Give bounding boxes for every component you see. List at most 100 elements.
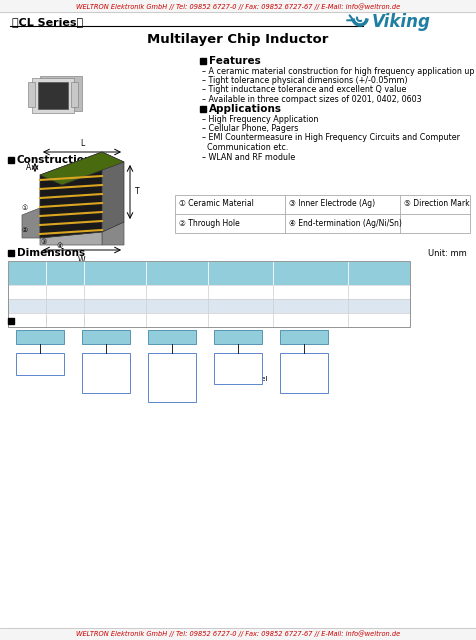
Bar: [28, 82, 35, 107]
Bar: [146, 299, 208, 313]
Text: 39N: 39nH: 39N: 39nH: [283, 376, 322, 383]
Text: 1.0±0.10: 1.0±0.10: [98, 303, 131, 309]
Bar: [272, 285, 347, 299]
Bar: [46, 313, 84, 327]
Text: 0.28: 0.28: [370, 289, 386, 295]
Bar: [8, 261, 409, 327]
Text: 03: 0603: 03: 0603: [86, 385, 118, 392]
Text: 0.5±0.10: 0.5±0.10: [223, 303, 257, 309]
Bar: [0, 0, 476, 12]
Text: L: L: [112, 270, 117, 276]
Text: A: A: [26, 163, 31, 172]
Bar: [84, 261, 146, 285]
Bar: [208, 299, 272, 313]
Text: 0.3±0.03: 0.3±0.03: [160, 289, 193, 295]
Polygon shape: [40, 152, 102, 238]
Text: CL03: CL03: [18, 317, 36, 323]
Text: Product
Type: Product Type: [23, 355, 57, 374]
Text: ③ Inner Electrode (Ag): ③ Inner Electrode (Ag): [288, 200, 374, 209]
Text: – WLAN and RF module: – WLAN and RF module: [201, 152, 295, 161]
Bar: [8, 299, 46, 313]
Text: T: T: [234, 332, 241, 342]
Text: – Tight tolerance physical dimensions (+/-0.05mm): – Tight tolerance physical dimensions (+…: [201, 76, 407, 85]
Bar: [347, 285, 409, 299]
Bar: [46, 261, 84, 285]
Bar: [199, 106, 206, 112]
Text: ⑤ Direction Mark: ⑤ Direction Mark: [403, 200, 469, 209]
Bar: [208, 285, 272, 299]
Text: Weight
(g)
(100pcs): Weight (g) (100pcs): [360, 263, 396, 283]
Bar: [175, 195, 469, 233]
Text: 0.1 / 0.3: 0.1 / 0.3: [295, 303, 325, 309]
Text: 0.8±0.15: 0.8±0.15: [223, 317, 257, 323]
Text: 0.5±0.10: 0.5±0.10: [160, 303, 193, 309]
Text: J: ±5%: J: ±5%: [152, 376, 176, 383]
Text: ② Through Hole: ② Through Hole: [178, 218, 239, 227]
Bar: [279, 353, 327, 393]
Text: WELTRON Elektronik GmbH // Tel: 09852 6727-0 // Fax: 09852 6727-67 // E-Mail: in: WELTRON Elektronik GmbH // Tel: 09852 67…: [76, 4, 399, 10]
Text: T: T: [135, 188, 139, 196]
Bar: [208, 261, 272, 285]
Polygon shape: [40, 180, 102, 209]
Bar: [8, 157, 14, 163]
Text: CL01: CL01: [18, 289, 36, 295]
Bar: [38, 82, 68, 109]
Bar: [46, 285, 84, 299]
Text: J: J: [170, 332, 173, 342]
Text: Inductance
Tolerance: Inductance Tolerance: [148, 355, 196, 374]
Text: 3.47: 3.47: [370, 317, 386, 323]
Text: 0402: 0402: [56, 303, 74, 309]
Text: R10: 100nH: R10: 100nH: [283, 385, 326, 392]
Polygon shape: [40, 160, 102, 189]
Text: 0.98: 0.98: [370, 303, 386, 309]
Text: – Tight inductance tolerance and excellent Q value: – Tight inductance tolerance and excelle…: [201, 86, 406, 95]
Bar: [84, 285, 146, 299]
Bar: [82, 330, 130, 344]
Polygon shape: [40, 165, 102, 194]
Text: 1N0: 1.0nH: 1N0: 1.0nH: [283, 367, 324, 374]
Text: WELTRON Elektronik GmbH // Tel: 09852 6727-0 // Fax: 09852 6727-67 // E-Mail: in: WELTRON Elektronik GmbH // Tel: 09852 67…: [76, 630, 399, 637]
Bar: [272, 313, 347, 327]
Bar: [82, 353, 130, 393]
Bar: [84, 299, 146, 313]
Bar: [146, 285, 208, 299]
Text: 0.33 max.: 0.33 max.: [222, 289, 258, 295]
Text: ①: ①: [22, 205, 28, 211]
Polygon shape: [40, 185, 102, 214]
Bar: [214, 330, 261, 344]
Text: T: Taping Reel: T: Taping Reel: [218, 376, 267, 383]
Bar: [272, 261, 347, 285]
Bar: [347, 313, 409, 327]
Text: – Available in three compact sizes of 0201, 0402, 0603: – Available in three compact sizes of 02…: [201, 95, 421, 104]
Bar: [8, 261, 46, 285]
Text: Packaging
Code: Packaging Code: [215, 355, 260, 374]
Bar: [16, 353, 64, 375]
Text: – EMI Countermeasure in High Frequency Circuits and Computer: – EMI Countermeasure in High Frequency C…: [201, 134, 459, 143]
Text: CL: CL: [33, 332, 47, 342]
Bar: [214, 353, 261, 384]
Bar: [146, 261, 208, 285]
Text: 10N: 10N: [293, 332, 314, 342]
Bar: [71, 82, 78, 107]
Text: 02: 0402: 02: 0402: [86, 376, 118, 383]
Bar: [148, 353, 196, 402]
Polygon shape: [22, 208, 40, 238]
Text: ④: ④: [57, 243, 63, 249]
Bar: [208, 313, 272, 327]
Bar: [32, 78, 74, 113]
Text: Unit: mm: Unit: mm: [427, 248, 466, 257]
Text: Type: Type: [18, 270, 37, 276]
Text: W: W: [173, 270, 180, 276]
Bar: [279, 330, 327, 344]
Text: Features: Features: [208, 56, 260, 66]
Polygon shape: [102, 152, 124, 232]
Text: Dimensions: Dimensions: [81, 355, 131, 364]
Bar: [46, 299, 84, 313]
Text: 0.1 / 0.2: 0.1 / 0.2: [295, 289, 325, 295]
Bar: [0, 628, 476, 640]
Text: T: T: [238, 270, 243, 276]
Text: Size
(Inch): Size (Inch): [53, 266, 77, 280]
Text: S: ±0.3nH: S: ±0.3nH: [152, 394, 188, 401]
Bar: [84, 313, 146, 327]
Bar: [272, 299, 347, 313]
